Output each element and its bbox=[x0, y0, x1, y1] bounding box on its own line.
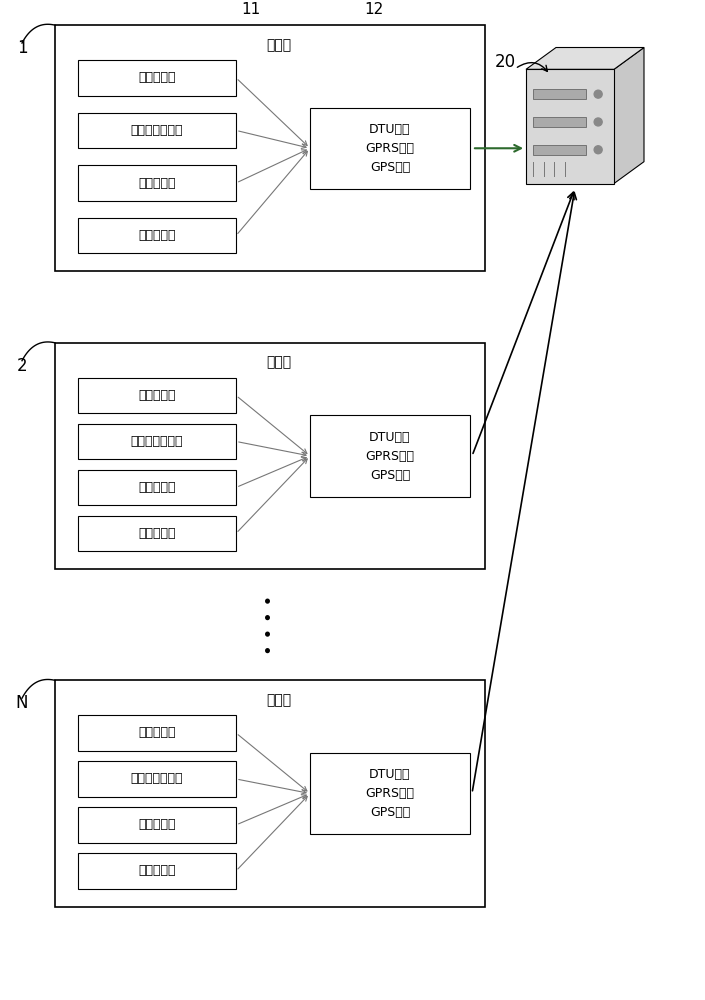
Bar bbox=[78, 516, 236, 551]
Polygon shape bbox=[614, 48, 644, 184]
Text: DTU数传
GPRS通信
GPS定位: DTU数传 GPRS通信 GPS定位 bbox=[365, 123, 415, 174]
Bar bbox=[78, 807, 236, 843]
Text: 重量传感器: 重量传感器 bbox=[138, 229, 176, 242]
Bar bbox=[78, 218, 236, 253]
Bar bbox=[310, 753, 470, 834]
Text: 激光对射传感器: 激光对射传感器 bbox=[130, 772, 183, 785]
Bar bbox=[55, 25, 485, 271]
Text: 烟雾报警器: 烟雾报警器 bbox=[138, 177, 176, 190]
Bar bbox=[78, 378, 236, 413]
Text: 重量传感器: 重量传感器 bbox=[138, 864, 176, 877]
Text: 红外传感器: 红外传感器 bbox=[138, 389, 176, 402]
Text: 1: 1 bbox=[17, 39, 27, 57]
Bar bbox=[78, 761, 236, 797]
Text: 2: 2 bbox=[17, 357, 27, 375]
Text: 重量传感器: 重量传感器 bbox=[138, 527, 176, 540]
Bar bbox=[78, 424, 236, 459]
Polygon shape bbox=[526, 48, 644, 69]
Text: 烟雾报警器: 烟雾报警器 bbox=[138, 818, 176, 831]
Text: 垃圾桶: 垃圾桶 bbox=[266, 38, 291, 52]
Bar bbox=[533, 117, 586, 127]
Bar bbox=[310, 415, 470, 497]
Bar bbox=[533, 89, 586, 99]
Text: 垃圾桶: 垃圾桶 bbox=[266, 356, 291, 370]
Bar bbox=[78, 113, 236, 148]
Bar bbox=[78, 60, 236, 96]
Text: DTU数传
GPRS通信
GPS定位: DTU数传 GPRS通信 GPS定位 bbox=[365, 768, 415, 819]
Text: 12: 12 bbox=[364, 2, 384, 17]
Bar bbox=[55, 343, 485, 569]
Text: DTU数传
GPRS通信
GPS定位: DTU数传 GPRS通信 GPS定位 bbox=[365, 431, 415, 482]
Text: 20: 20 bbox=[494, 53, 515, 71]
Polygon shape bbox=[526, 69, 614, 184]
Text: N: N bbox=[16, 694, 28, 712]
Text: 11: 11 bbox=[241, 2, 260, 17]
Text: 红外传感器: 红外传感器 bbox=[138, 71, 176, 84]
Text: 垃圾桶: 垃圾桶 bbox=[266, 693, 291, 707]
Circle shape bbox=[594, 90, 602, 98]
Bar bbox=[55, 680, 485, 907]
Bar bbox=[310, 108, 470, 189]
Text: 烟雾报警器: 烟雾报警器 bbox=[138, 481, 176, 494]
Bar bbox=[78, 470, 236, 505]
Text: 激光对射传感器: 激光对射传感器 bbox=[130, 124, 183, 137]
Circle shape bbox=[594, 118, 602, 126]
Bar bbox=[78, 853, 236, 889]
Text: 红外传感器: 红外传感器 bbox=[138, 726, 176, 739]
Bar bbox=[78, 715, 236, 751]
Circle shape bbox=[594, 146, 602, 154]
Text: • • • •: • • • • bbox=[261, 595, 279, 655]
Bar bbox=[78, 165, 236, 201]
Text: 激光对射传感器: 激光对射传感器 bbox=[130, 435, 183, 448]
Bar bbox=[533, 145, 586, 155]
